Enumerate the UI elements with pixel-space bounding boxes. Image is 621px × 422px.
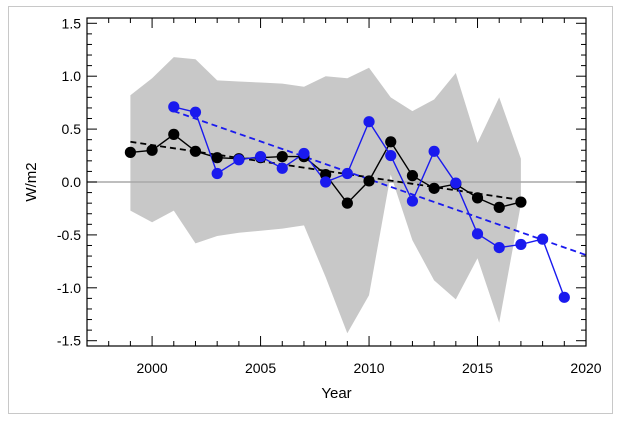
- series-1-point: [493, 201, 505, 213]
- series-2-point: [363, 116, 375, 128]
- series-2-point: [450, 177, 462, 189]
- series-1-point: [515, 196, 527, 208]
- series-2-point: [341, 167, 353, 180]
- x-tick-label: 2010: [353, 360, 384, 376]
- series-2-point: [406, 195, 419, 207]
- series-2-point: [233, 154, 245, 166]
- series-2-point: [254, 151, 267, 163]
- y-tick-label: 1.5: [62, 15, 82, 31]
- series-1-point: [406, 170, 419, 182]
- series-2-point: [471, 228, 484, 240]
- series-2-point: [211, 167, 223, 180]
- series-1-point: [168, 128, 180, 140]
- series-1-point: [341, 197, 353, 209]
- x-axis-title: Year: [321, 385, 351, 402]
- series-2-point: [320, 176, 332, 188]
- x-tick-label: 2015: [462, 360, 493, 376]
- y-tick-label: -0.5: [57, 227, 81, 243]
- series-1-point: [211, 152, 223, 164]
- series-1-point: [124, 146, 136, 158]
- y-tick-label: -1.5: [57, 333, 81, 349]
- series-1-point: [276, 151, 288, 163]
- series-1-point: [385, 136, 397, 148]
- trend-line-2: [173, 110, 587, 256]
- y-axis-title: W/m2: [23, 162, 40, 201]
- x-tick-label: 2020: [570, 360, 601, 376]
- series-1-point: [363, 175, 375, 187]
- y-tick-label: 1.0: [62, 68, 82, 84]
- series-2-point: [493, 242, 505, 254]
- series-2-point: [189, 106, 202, 118]
- series-2-point: [515, 238, 527, 251]
- figure-frame: [8, 6, 613, 414]
- uncertainty-band: [130, 57, 521, 334]
- series-2-point: [428, 145, 440, 157]
- x-tick-label: 2005: [245, 360, 276, 376]
- series-1-point: [189, 145, 202, 157]
- y-tick-label: 0.5: [62, 121, 82, 137]
- y-tick-label: 0.0: [62, 174, 82, 190]
- series-2-point: [537, 233, 549, 245]
- series-2-point: [558, 291, 570, 303]
- series-2-point: [276, 162, 288, 174]
- y-tick-label: -1.0: [57, 280, 81, 296]
- series-2-point: [168, 101, 180, 113]
- x-tick-label: 2000: [137, 360, 168, 376]
- series-1-point: [471, 192, 484, 204]
- series-1-point: [146, 144, 158, 156]
- series-2-point: [385, 149, 397, 162]
- series-2-point: [298, 147, 310, 160]
- series-1-point: [428, 182, 440, 194]
